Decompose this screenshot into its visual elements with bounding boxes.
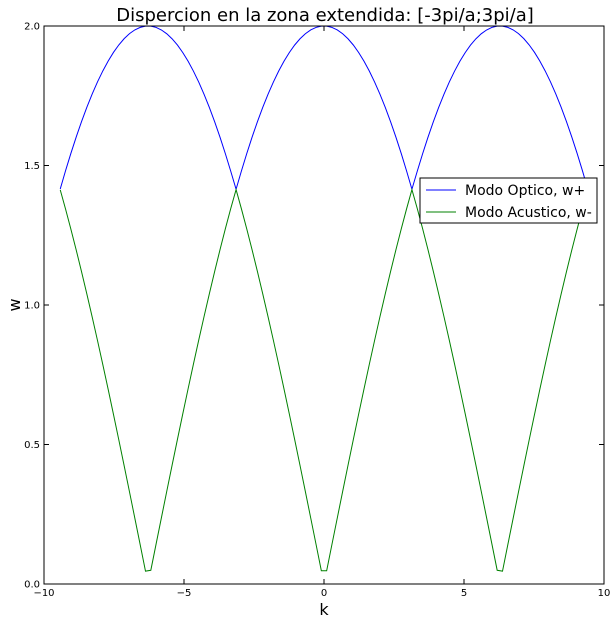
series-line-acustico: [59, 187, 589, 572]
y-tick-label: 1.0: [24, 301, 40, 312]
y-tick-label: 1.5: [24, 161, 40, 172]
y-tick-label: 2.0: [24, 22, 40, 33]
x-tick-label: −5: [177, 588, 192, 599]
legend: Modo Optico, w+ Modo Acustico, w-: [419, 177, 598, 224]
y-tick-label: 0.5: [24, 440, 40, 451]
x-axis-title: k: [319, 600, 329, 619]
legend-label: Modo Optico, w+: [465, 183, 585, 199]
x-tick-label: 5: [461, 588, 467, 599]
y-axis: 0.0 0.5 1.0 1.5 2.0: [24, 22, 604, 591]
x-axis: −10 −5 0 5 10: [33, 26, 610, 599]
legend-label: Modo Acustico, w-: [465, 205, 592, 221]
legend-box: [419, 177, 598, 224]
chart-title: Dispercion en la zona extendida: [-3pi/a…: [116, 5, 534, 26]
x-tick-label: 10: [598, 588, 611, 599]
y-axis-title: w: [5, 298, 24, 311]
y-tick-label: 0.0: [24, 580, 40, 591]
x-tick-label: −10: [33, 588, 54, 599]
x-tick-label: 0: [321, 588, 327, 599]
